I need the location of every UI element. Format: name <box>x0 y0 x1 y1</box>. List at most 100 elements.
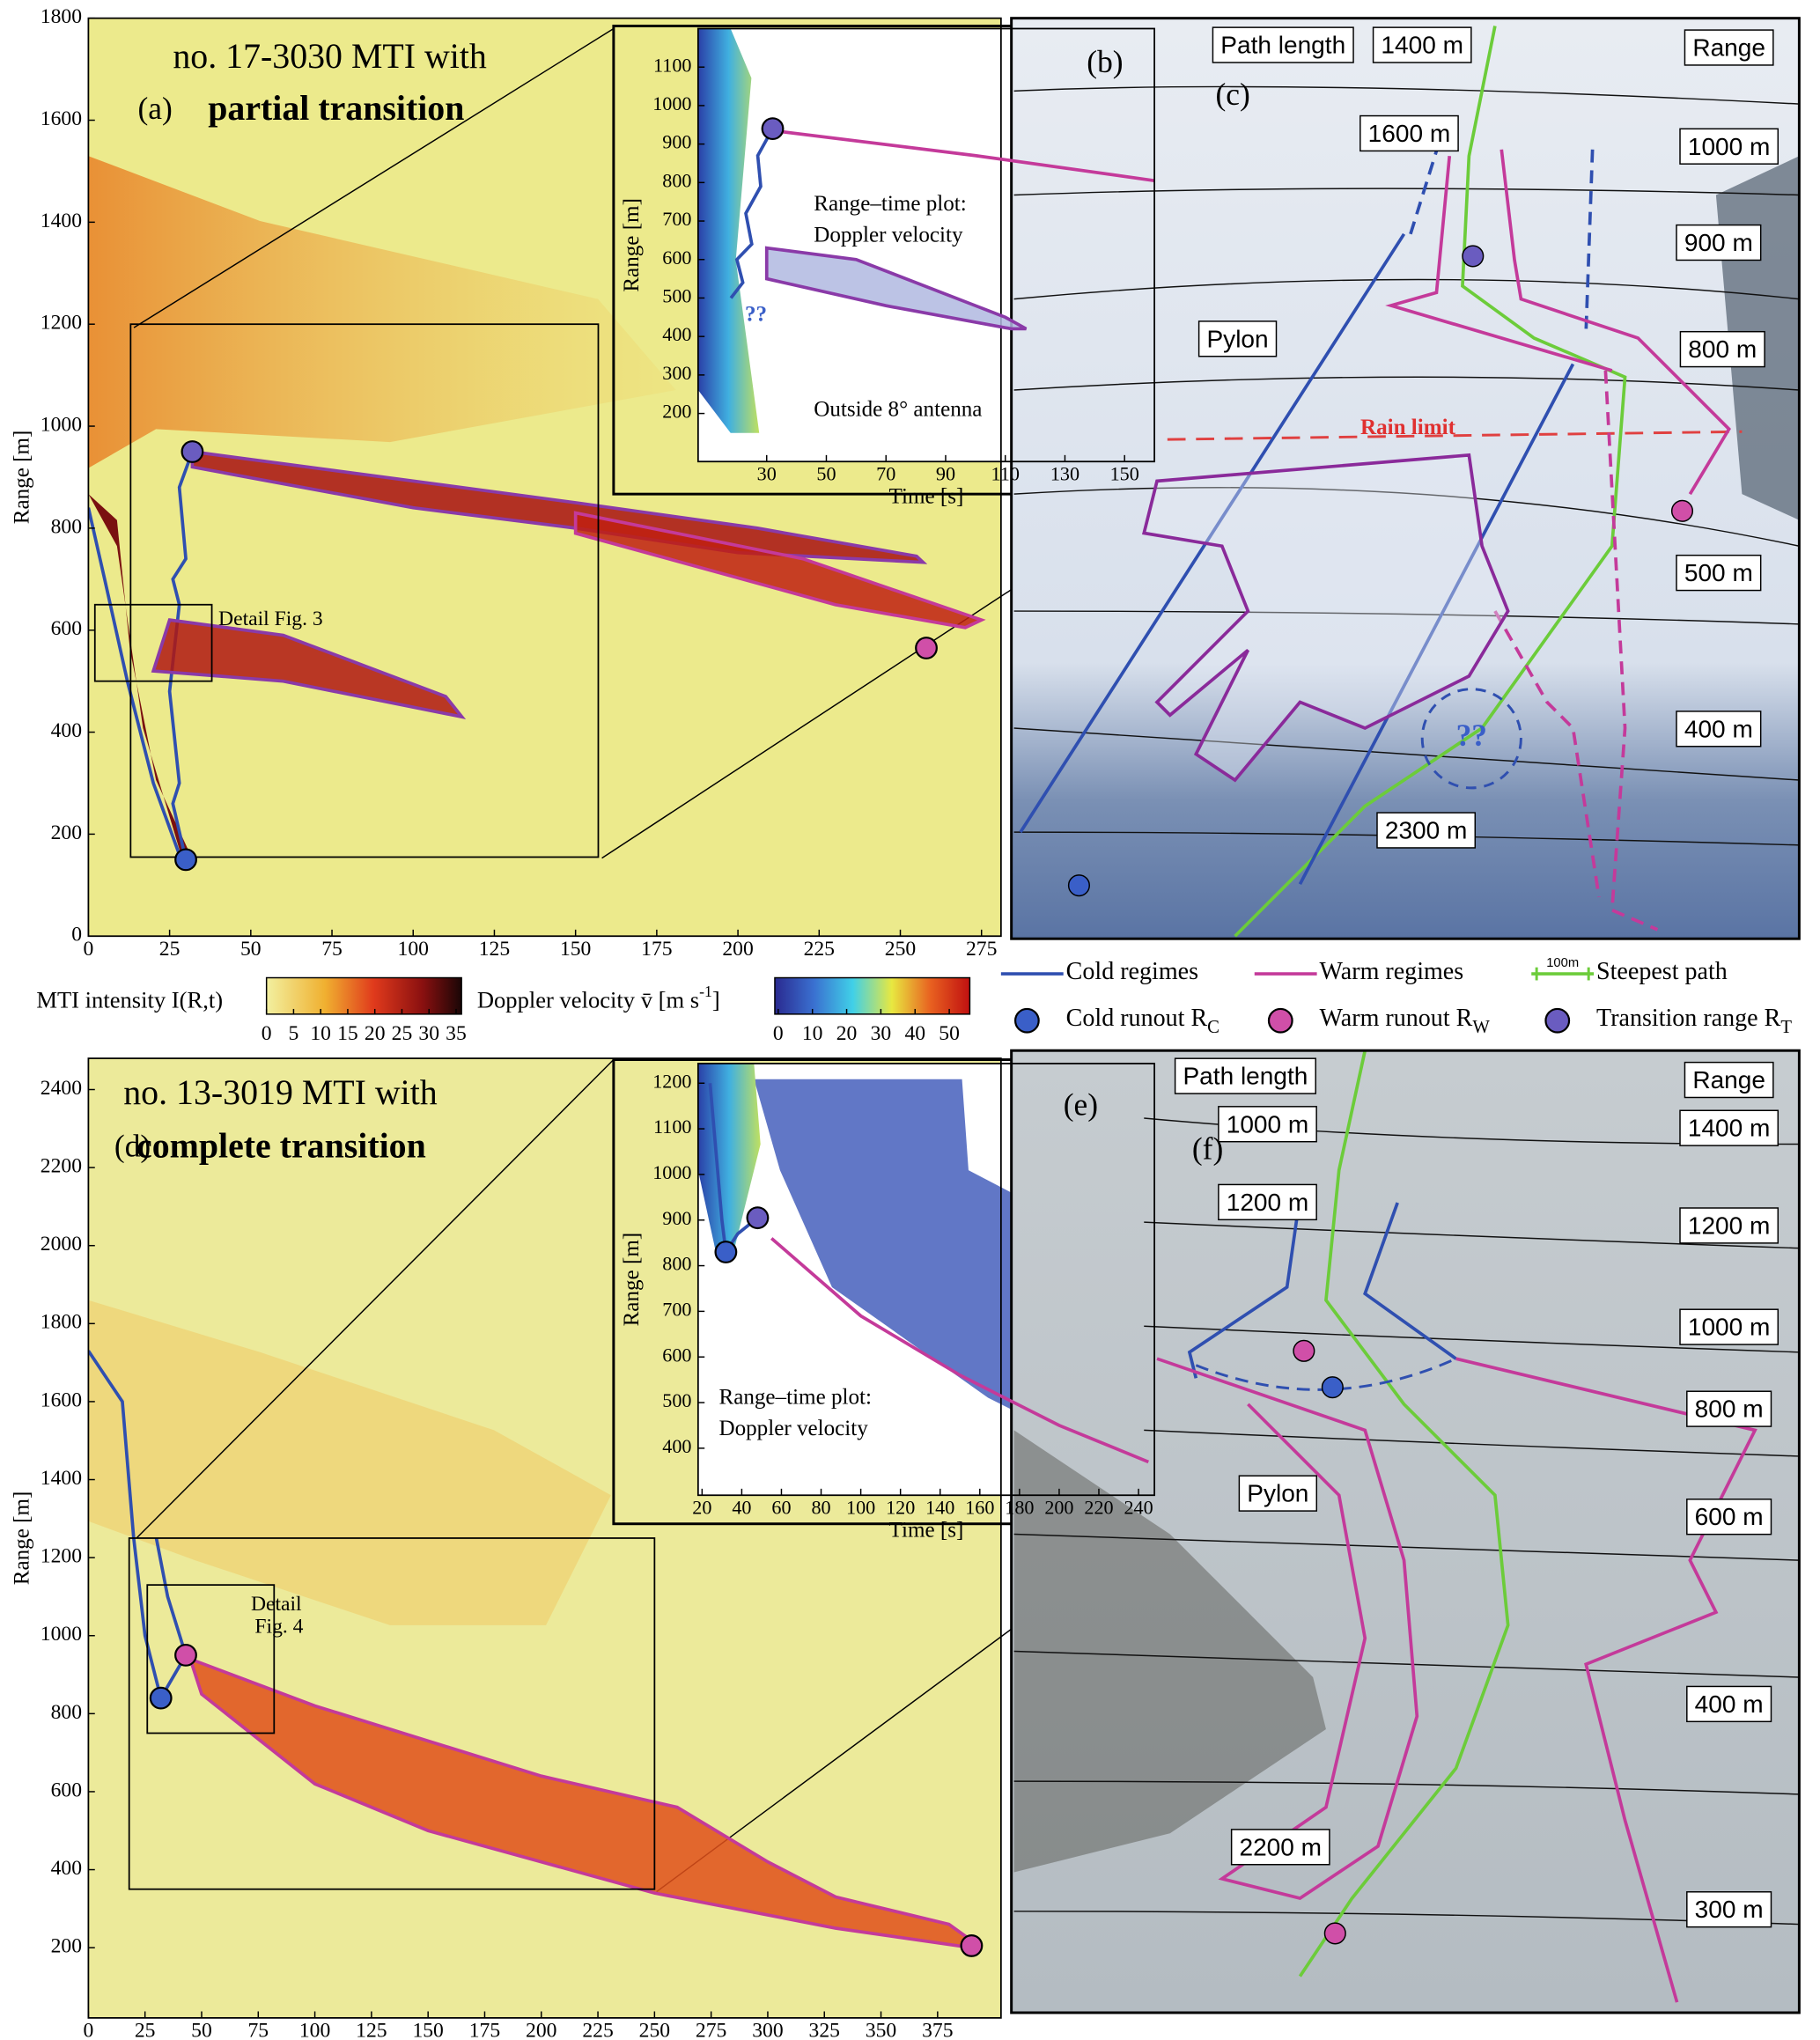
zoom-box <box>129 323 600 858</box>
label-box <box>1679 1109 1779 1146</box>
warm-deposit <box>1141 453 1510 783</box>
x-tick-label: 125 <box>479 938 510 961</box>
annotation: Doppler velocity <box>814 224 963 247</box>
x-tick-label: 180 <box>1005 1497 1034 1519</box>
y-tick-label: 600 <box>51 617 82 640</box>
label-box <box>1686 1891 1772 1928</box>
x-tick-label: 120 <box>886 1497 915 1519</box>
label-box <box>1174 1057 1316 1094</box>
heatmap-panel: 20 40 60 80 100 120 140 160 180 200 220 240 400 500 60… <box>620 1063 1155 1542</box>
label-box <box>1679 1207 1779 1244</box>
doppler-cold-zone <box>697 28 760 433</box>
axes-frame <box>696 27 1155 463</box>
y-axis-label: Range [m] <box>10 431 33 525</box>
colorbar-tick-label: 20 <box>365 1022 386 1045</box>
y-tick-label: 700 <box>662 1298 691 1320</box>
photo-label: 900 m <box>1684 229 1753 256</box>
x-tick-label: 30 <box>757 463 777 485</box>
y-tick-label: 400 <box>662 1435 691 1457</box>
colorbar-tick-label: 30 <box>418 1022 439 1045</box>
legend-label: Cold regimes <box>1066 959 1198 986</box>
colorbar-label: MTI intensity I(R,t) <box>36 987 223 1013</box>
intensity-wash <box>88 156 676 468</box>
x-tick-label: 175 <box>641 938 672 961</box>
photo-label: 2300 m <box>1385 817 1468 844</box>
plot-area <box>88 323 986 860</box>
contour <box>1144 1221 1800 1249</box>
x-tick-label: 225 <box>582 2020 613 2040</box>
y-tick-label: 500 <box>662 285 691 307</box>
y-tick-label: 1800 <box>41 1311 82 1334</box>
label-box <box>1212 26 1354 63</box>
transition-marker <box>1462 245 1485 268</box>
steepest-path <box>1234 26 1627 938</box>
runout-marker <box>746 1206 770 1230</box>
label-box <box>1197 320 1278 357</box>
label-box <box>1686 1499 1772 1536</box>
x-tick-label: 160 <box>965 1497 994 1519</box>
y-tick-label: 400 <box>662 323 691 345</box>
rain-limit-label: Rain limit <box>1360 416 1456 439</box>
photo-label: 1000 m <box>1688 133 1771 160</box>
photo-label: Range <box>1692 34 1765 62</box>
colorbar-tick-label: 20 <box>836 1022 858 1045</box>
legend-label-sub: C <box>1207 1018 1219 1037</box>
y-tick-label: 500 <box>662 1389 691 1411</box>
legend-label: Transition range RT <box>1596 1005 1792 1037</box>
colorbar-tick-label: 5 <box>289 1022 299 1045</box>
colorbar-tick-label: 50 <box>939 1022 960 1045</box>
legend-label-text: Transition range R <box>1596 1005 1781 1033</box>
x-tick-label: 250 <box>885 938 916 961</box>
x-tick-label: 350 <box>866 2020 896 2040</box>
y-tick-label: 600 <box>662 1344 691 1366</box>
label-box <box>1679 1308 1779 1345</box>
outline <box>190 449 928 564</box>
y-tick-label: 800 <box>51 1701 82 1724</box>
y-tick-label: 1800 <box>41 5 82 28</box>
plot-area <box>729 128 1155 331</box>
label-box <box>1686 1390 1772 1427</box>
x-tick-label: 25 <box>159 938 181 961</box>
contour <box>1144 1325 1800 1353</box>
x-tick-label: 325 <box>809 2020 840 2040</box>
y-tick-label: 1000 <box>652 92 691 114</box>
warm-marker <box>1293 1339 1315 1362</box>
cold-runout-marker <box>1321 1376 1344 1399</box>
y-tick-label: 900 <box>662 131 691 153</box>
legend-swatch <box>1544 1007 1571 1034</box>
zoom-box <box>146 1584 276 1734</box>
x-tick-label: 300 <box>752 2020 783 2040</box>
x-tick-label: 80 <box>811 1497 830 1519</box>
y-tick-label: 800 <box>662 169 691 191</box>
y-tick-label: 1100 <box>653 54 691 76</box>
warm-outline <box>1156 1357 1757 2003</box>
photo-label: 1000 m <box>1688 1314 1771 1341</box>
heatmap-panel: 0 25 50 75 100 125 150 175 200 225 250 275 300 325 350… <box>10 1057 1002 2040</box>
x-tick-label: 250 <box>639 2020 670 2040</box>
intensity-wash <box>88 1300 611 1625</box>
cold-outline <box>1019 232 1575 886</box>
label-box <box>1684 29 1774 66</box>
heatmap-panel: 30 50 70 90 110 130 150 200 300 400 500 600 700 800 90… <box>620 27 1155 508</box>
outline <box>772 129 1155 182</box>
x-tick-label: 150 <box>1110 463 1139 485</box>
forest <box>1013 1430 1326 1873</box>
x-tick-label: 90 <box>936 463 955 485</box>
axes-frame <box>87 1057 1002 2019</box>
colorbar-label-text: MTI intensity I(R,t) <box>36 987 223 1013</box>
annotation: no. 13-3019 MTI with <box>123 1072 438 1112</box>
runout-marker <box>960 1934 984 1957</box>
overlay: 0 25 50 75 100 125 150 175 200 225 250 275020040060… <box>10 5 1792 2040</box>
x-tick-label: 0 <box>83 938 93 961</box>
outline <box>729 128 775 299</box>
photo-f: Path length 1000 m Range 1400 m 1200 m 1200 m… <box>1010 1049 1801 2014</box>
x-tick-label: 40 <box>732 1497 751 1519</box>
colorbar-tick-label: 30 <box>871 1022 892 1045</box>
x-tick-label: 75 <box>247 2020 269 2040</box>
x-tick-label: 50 <box>816 463 836 485</box>
label-box <box>1372 26 1472 63</box>
x-tick-label: 130 <box>1050 463 1079 485</box>
x-tick-label: 150 <box>560 938 591 961</box>
label-box <box>1686 1685 1772 1723</box>
colorbar-tick-label: 0 <box>773 1022 784 1045</box>
